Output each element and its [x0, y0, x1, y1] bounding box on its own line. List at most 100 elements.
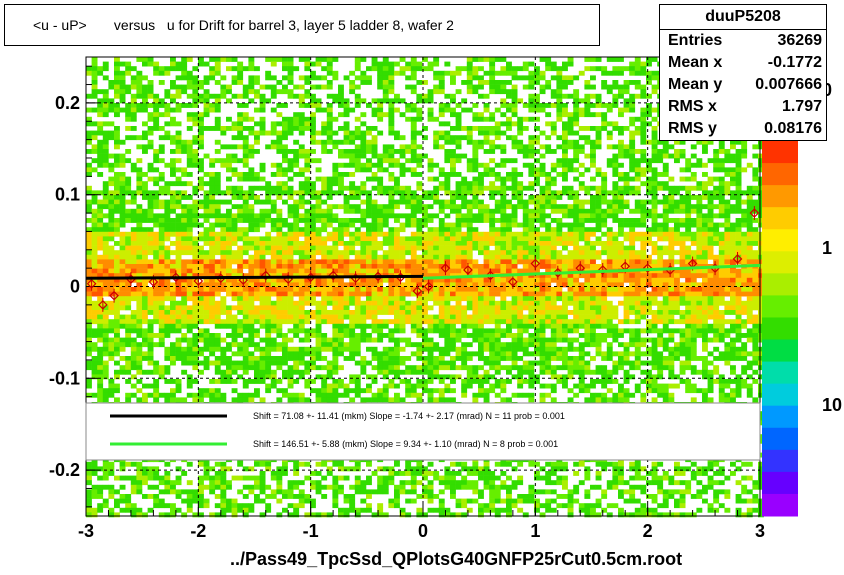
heat-cell: [214, 70, 221, 76]
heat-cell: [466, 75, 473, 81]
heat-cell: [158, 112, 165, 118]
heat-cell: [438, 103, 445, 108]
heat-cell: [707, 273, 714, 279]
heat-cell: [315, 314, 322, 320]
heat-cell: [153, 176, 160, 182]
heat-cell: [427, 291, 434, 297]
heat-cell: [153, 250, 160, 256]
heat-cell: [651, 116, 658, 122]
heat-cell: [500, 227, 507, 233]
heat-cell: [242, 66, 249, 72]
heat-cell: [153, 158, 160, 164]
heat-cell: [657, 300, 664, 306]
heat-cell: [662, 195, 669, 200]
heat-cell: [489, 259, 496, 265]
heat-cell: [175, 282, 182, 288]
heat-cell: [259, 121, 266, 127]
heat-cell: [427, 264, 434, 269]
heat-cell: [248, 116, 255, 122]
heat-cell: [170, 268, 176, 274]
heat-cell: [388, 70, 395, 76]
heat-cell: [567, 75, 574, 81]
heat-cell: [237, 291, 244, 297]
heat-cell: [534, 254, 540, 260]
heat-cell: [310, 277, 316, 283]
heat-cell: [287, 61, 294, 67]
heat-cell: [91, 130, 98, 136]
heat-cell: [399, 236, 406, 242]
heat-cell: [119, 158, 126, 164]
heat-cell: [478, 57, 484, 62]
heat-cell: [573, 204, 580, 210]
heat-cell: [455, 231, 462, 237]
heat-cell: [494, 245, 501, 251]
heat-cell: [534, 75, 540, 81]
heat-cell: [388, 144, 395, 150]
heat-cell: [332, 98, 339, 104]
heat-cell: [657, 231, 664, 237]
heat-cell: [438, 277, 445, 283]
heat-cell: [130, 80, 137, 85]
heat-cell: [142, 231, 148, 237]
heat-cell: [500, 236, 507, 242]
heat-cell: [478, 176, 484, 182]
heat-cell: [315, 158, 322, 164]
heat-cell: [534, 126, 540, 131]
heat-cell: [702, 296, 708, 302]
heat-cell: [175, 176, 182, 182]
heat-cell: [282, 181, 288, 187]
heat-cell: [735, 273, 742, 279]
heat-cell: [86, 135, 92, 141]
heat-cell: [142, 75, 148, 81]
heat-cell: [584, 296, 591, 302]
heat-cell: [114, 93, 120, 99]
heat-cell: [108, 245, 115, 251]
heat-cell: [444, 273, 451, 279]
heat-cell: [349, 162, 356, 168]
heat-cell: [282, 190, 288, 196]
heat-cell: [601, 264, 608, 269]
heat-cell: [713, 277, 720, 283]
heat-cell: [646, 231, 652, 237]
heat-cell: [528, 259, 535, 265]
heat-cell: [752, 268, 759, 274]
heat-cell: [562, 305, 568, 311]
heat-cell: [735, 282, 742, 288]
heat-cell: [175, 310, 182, 315]
heat-cell: [623, 300, 630, 306]
heat-cell: [483, 245, 490, 251]
heat-cell: [164, 305, 171, 311]
heat-cell: [270, 121, 277, 127]
heat-cell: [382, 204, 389, 210]
heat-cell: [668, 310, 675, 315]
heat-cell: [472, 305, 479, 311]
heat-cell: [601, 116, 608, 122]
heat-cell: [730, 300, 736, 306]
heat-cell: [410, 310, 417, 315]
heat-cell: [382, 66, 389, 72]
heat-cell: [91, 93, 98, 99]
heat-cell: [237, 208, 244, 214]
heat-cell: [130, 167, 137, 173]
heat-cell: [668, 236, 675, 242]
heat-cell: [410, 204, 417, 210]
heat-cell: [534, 310, 540, 315]
heat-cell: [304, 126, 311, 131]
heat-cell: [724, 149, 731, 154]
heat-cell: [455, 116, 462, 122]
heat-cell: [114, 287, 120, 292]
heat-cell: [685, 296, 692, 302]
heat-cell: [741, 231, 748, 237]
heat-cell: [545, 222, 552, 228]
heat-cell: [354, 61, 361, 67]
heat-cell: [231, 218, 238, 223]
heat-cell: [276, 314, 283, 320]
heat-cell: [562, 300, 568, 306]
heat-cell: [298, 310, 305, 315]
heat-cell: [377, 319, 384, 325]
heat-cell: [634, 218, 641, 223]
heat-cell: [606, 227, 613, 233]
heat-cell: [405, 84, 412, 90]
heat-cell: [444, 103, 451, 108]
heat-cell: [276, 181, 283, 187]
